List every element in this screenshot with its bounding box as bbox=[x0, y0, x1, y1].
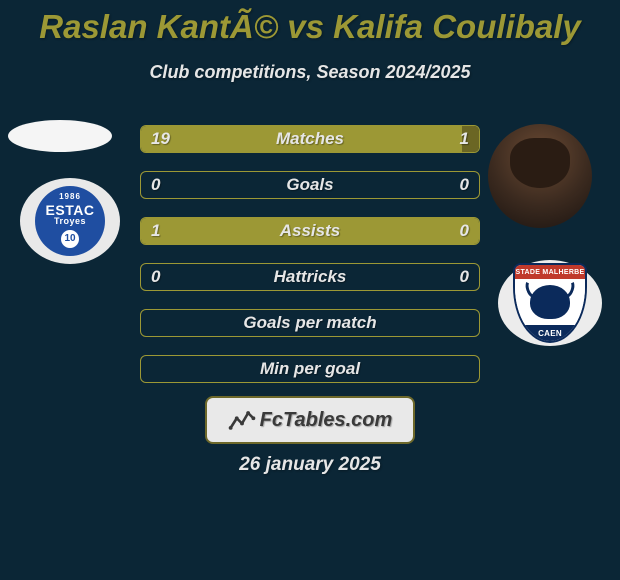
club-right-mid bbox=[515, 279, 585, 325]
club-left-number: 10 bbox=[60, 229, 80, 249]
stat-label: Matches bbox=[141, 126, 479, 152]
club-right-bottom: CAEN bbox=[515, 325, 585, 341]
ox-icon bbox=[530, 285, 570, 319]
stat-bar: 191Matches bbox=[140, 125, 480, 153]
stat-bar: Min per goal bbox=[140, 355, 480, 383]
club-left-year: 1986 bbox=[59, 193, 81, 201]
brand-box: FcTables.com bbox=[205, 396, 415, 444]
club-right-shield: STADE MALHERBE CAEN bbox=[513, 263, 587, 343]
player-left-avatar bbox=[8, 120, 112, 152]
club-right-badge: STADE MALHERBE CAEN bbox=[498, 260, 602, 346]
club-left-inner: 1986 ESTAC Troyes 10 bbox=[35, 186, 105, 256]
stat-bar: Goals per match bbox=[140, 309, 480, 337]
date-text: 26 january 2025 bbox=[0, 454, 620, 476]
stat-label: Hattricks bbox=[141, 264, 479, 290]
stat-label: Goals bbox=[141, 172, 479, 198]
brand-text: FcTables.com bbox=[260, 409, 393, 432]
club-left-name: ESTAC bbox=[46, 203, 95, 217]
club-left-city: Troyes bbox=[54, 217, 86, 226]
page-title: Raslan KantÃ© vs Kalifa Coulibaly bbox=[0, 8, 620, 46]
stat-label: Goals per match bbox=[141, 310, 479, 336]
player-right-avatar bbox=[488, 124, 592, 228]
stat-label: Min per goal bbox=[141, 356, 479, 382]
stat-bar: 10Assists bbox=[140, 217, 480, 245]
stat-bar: 00Hattricks bbox=[140, 263, 480, 291]
page-subtitle: Club competitions, Season 2024/2025 bbox=[0, 62, 620, 83]
club-right-top: STADE MALHERBE bbox=[515, 265, 585, 279]
club-left-badge: 1986 ESTAC Troyes 10 bbox=[20, 178, 120, 264]
chart-icon bbox=[228, 406, 256, 434]
stat-bar: 00Goals bbox=[140, 171, 480, 199]
stat-label: Assists bbox=[141, 218, 479, 244]
